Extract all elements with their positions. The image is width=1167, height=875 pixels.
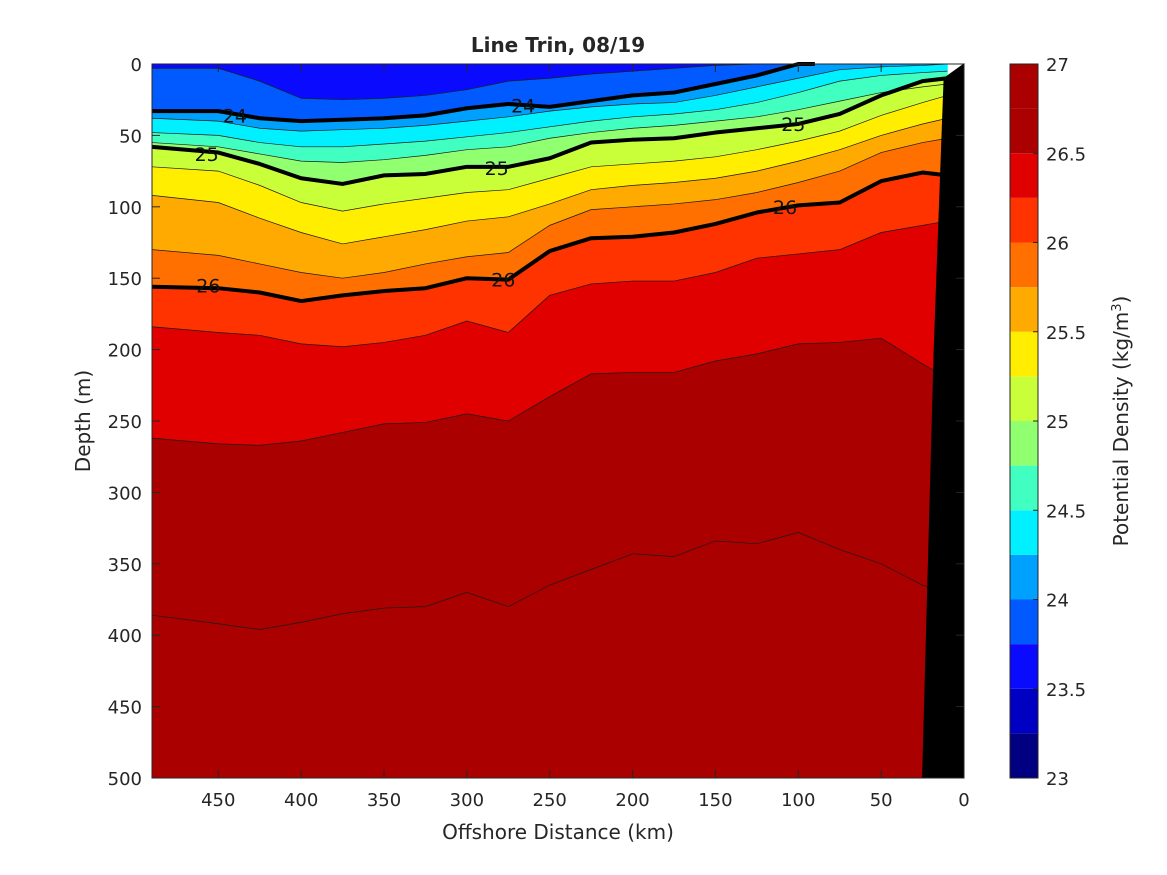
colorbar-block [1010,421,1038,466]
colorbar-block [1010,153,1038,198]
colorbar-block [1010,554,1038,600]
chart-title: Line Trin, 08/19 [471,33,645,57]
colorbar-tick-label: 23 [1046,769,1069,790]
colorbar-block [1010,644,1038,689]
y-tick-label: 200 [108,341,142,362]
colorbar-label: Potential Density (kg/m3) [1109,296,1133,547]
colorbar-tick-label: 26.5 [1046,144,1086,165]
x-tick-label: 450 [201,790,235,811]
colorbar-tick-label: 25.5 [1046,323,1086,344]
y-tick-label: 0 [131,55,142,76]
x-tick-label: 200 [615,790,649,811]
x-tick-label: 350 [367,790,401,811]
x-axis-ticks: 450 400 350 300 250 200 150 100 50 0 [201,64,970,811]
y-tick-label: 450 [108,698,142,719]
y-tick-label: 350 [108,555,142,576]
colorbar-block [1010,108,1038,154]
x-axis-label: Offshore Distance (km) [442,820,674,844]
colorbar-block [1010,331,1038,377]
y-tick-label: 300 [108,483,142,504]
colorbar-tick-label: 26 [1046,234,1069,255]
x-tick-label: 0 [958,790,969,811]
colorbar-tick-label: 24.5 [1046,501,1086,522]
colorbar-block [1010,599,1038,645]
contour-label-25: 25 [485,158,509,180]
y-axis-ticks: 0 50 100 150 200 250 300 350 400 450 500 [108,55,964,790]
bold-contour-25 [151,76,965,186]
colorbar-block [1010,197,1038,243]
colorbar: 23 23.5 24 24.5 25 25.5 26 26.5 27 Potential Den… [1009,55,1133,790]
colorbar-tick-label: 23.5 [1046,680,1086,701]
contour-line [151,95,948,212]
contour-line [151,137,948,279]
y-axis-label: Depth (m) [71,370,95,472]
bold-contour-lines [151,62,965,304]
contour-line [151,337,948,446]
contour-line [151,220,948,348]
y-tick-label: 100 [108,198,142,219]
y-tick-label: 150 [108,269,142,290]
bold-contour-24 [152,62,815,124]
y-tick-label: 250 [108,412,142,433]
colorbar-block [1010,688,1038,734]
x-tick-label: 50 [870,790,893,811]
contour-label-24: 24 [223,105,247,127]
x-tick-label: 300 [450,790,484,811]
colorbar-block [1010,510,1038,555]
colorbar-tick-label: 24 [1046,591,1069,612]
colorbar-block [1010,465,1038,511]
contour-label-26: 26 [491,270,515,292]
contour-line [151,83,948,163]
contour-line [151,117,948,245]
colorbar-block [1010,287,1038,332]
y-tick-label: 50 [119,126,142,147]
contour-label-26: 26 [773,197,797,219]
x-tick-label: 100 [781,790,815,811]
x-tick-label: 400 [284,790,318,811]
x-tick-label: 150 [698,790,732,811]
colorbar-block [1010,376,1038,421]
colorbar-block [1010,64,1038,109]
y-tick-label: 500 [108,769,142,790]
colorbar-block [1010,733,1038,778]
contour-label-24: 24 [511,95,535,117]
contour-label-25: 25 [195,144,219,166]
colorbar-label-close: ) [1109,296,1133,304]
contour-line [151,70,948,148]
contour-line [151,63,948,132]
x-tick-label: 250 [533,790,567,811]
y-tick-label: 400 [108,626,142,647]
colorbar-tick-label: 27 [1046,55,1069,76]
colorbar-ticks: 23 23.5 24 24.5 25 25.5 26 26.5 27 [1033,55,1086,790]
colorbar-label-main: Potential Density (kg/m [1109,312,1133,547]
colorbar-blocks [1010,64,1038,778]
bold-contour-26 [151,170,964,304]
contour-label-25: 25 [781,114,805,136]
density-fills [151,63,948,779]
colorbar-block [1010,242,1038,288]
contour-line [151,532,948,630]
colorbar-label-sup: 3 [1110,303,1125,311]
contour-label-26: 26 [196,275,220,297]
colorbar-tick-label: 25 [1046,412,1069,433]
